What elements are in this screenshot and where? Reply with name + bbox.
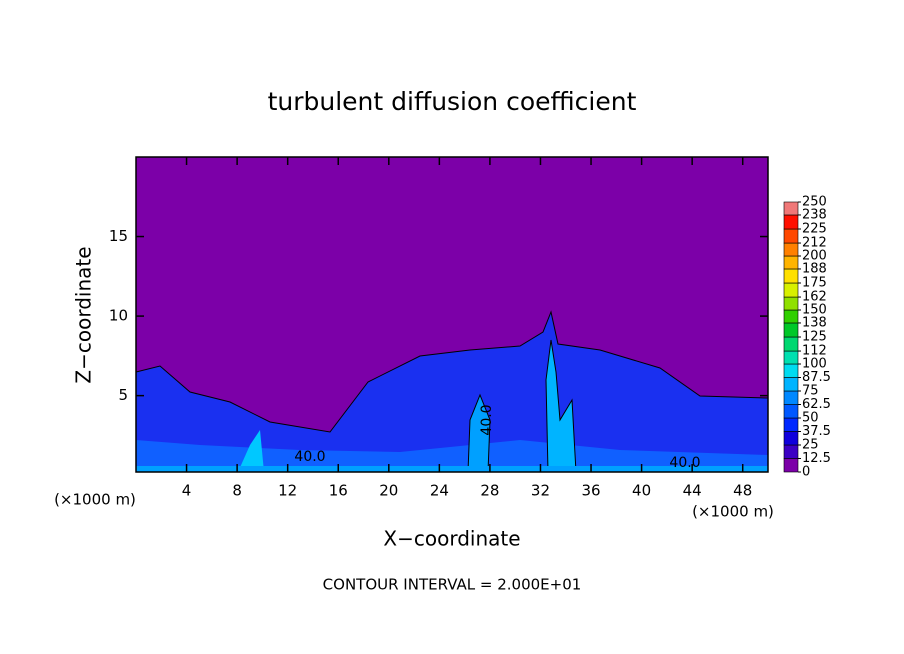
colorbar-bin xyxy=(783,242,799,257)
colorbar-label: 12.5 xyxy=(802,451,831,466)
contour-label: 40.0 xyxy=(294,449,325,465)
colorbar-label: 162 xyxy=(802,290,827,305)
colorbar-label: 175 xyxy=(802,276,827,291)
colorbar-label: 250 xyxy=(802,195,827,210)
colorbar-bin xyxy=(783,268,799,284)
colorbar-label: 200 xyxy=(802,249,827,264)
colorbar-bin xyxy=(783,390,799,405)
colorbar-label: 75 xyxy=(802,384,819,399)
colorbar-bin xyxy=(783,350,799,365)
colorbar-label: 150 xyxy=(802,303,827,318)
turbulent-region xyxy=(135,310,769,473)
colorbar-bin xyxy=(783,214,799,230)
y-tick-label: 15 xyxy=(109,227,128,245)
colorbar-label: 138 xyxy=(802,315,827,330)
colorbar-label: 37.5 xyxy=(802,424,831,439)
colorbar-bin xyxy=(783,404,799,419)
y-tick-label: 10 xyxy=(109,307,128,325)
x-tick-label: 8 xyxy=(232,482,242,500)
contour-field: 40.0 40.0 40.0 xyxy=(135,157,769,473)
x-axis-label: X−coordinate xyxy=(383,527,520,551)
colorbar-bin xyxy=(783,431,799,446)
colorbar-bin xyxy=(783,322,799,338)
x-tick-label: 32 xyxy=(531,482,550,500)
x-tick-label: 20 xyxy=(379,482,398,500)
colorbar-bin xyxy=(783,296,799,311)
colorbar-label: 87.5 xyxy=(802,370,831,385)
x-unit: (×1000 m) xyxy=(54,491,136,509)
colorbar-label: 50 xyxy=(802,411,819,426)
x-tick-label: 48 xyxy=(733,482,752,500)
colorbar-bin xyxy=(783,336,799,352)
colorbar-bin xyxy=(783,458,799,473)
colorbar-label: 188 xyxy=(802,261,827,276)
colorbar-bin xyxy=(783,282,799,298)
colorbar-label: 212 xyxy=(802,236,827,251)
turbulent-region xyxy=(545,339,577,473)
turbulent-region xyxy=(238,430,264,472)
y-tick-label: 5 xyxy=(118,386,128,404)
colorbar-label: 125 xyxy=(802,330,827,345)
x-tick-label: 28 xyxy=(480,482,499,500)
colorbar-label: 225 xyxy=(802,222,827,237)
colorbar-label: 112 xyxy=(802,344,827,359)
colorbar-bin xyxy=(783,201,799,216)
colorbar-bin xyxy=(783,377,799,392)
x-tick-label: 36 xyxy=(581,482,600,500)
colorbar-bin xyxy=(783,309,799,324)
turbulent-region xyxy=(136,440,768,472)
colorbar-bin xyxy=(783,228,799,244)
colorbar-bin xyxy=(783,255,799,270)
plot-frame xyxy=(135,156,769,473)
colorbar-label: 62.5 xyxy=(802,397,831,412)
contour-label: 40.0 xyxy=(479,404,495,435)
turbulent-region xyxy=(136,466,768,472)
colorbar-label: 0 xyxy=(802,465,810,480)
x-tick-label: 24 xyxy=(430,482,449,500)
contour-label: 40.0 xyxy=(669,455,700,471)
x-tick-label: 40 xyxy=(632,482,651,500)
x-unit: (×1000 m) xyxy=(692,503,774,521)
y-axis-label: Z−coordinate xyxy=(72,246,96,383)
x-tick-label: 44 xyxy=(683,482,702,500)
colorbar-label: 238 xyxy=(802,207,827,222)
x-tick-label: 16 xyxy=(329,482,348,500)
colorbar-bin xyxy=(783,363,799,378)
footer-note: CONTOUR INTERVAL = 2.000E+01 xyxy=(323,576,582,594)
x-tick-label: 4 xyxy=(182,482,192,500)
colorbar-label: 25 xyxy=(802,438,819,453)
colorbar-bin xyxy=(783,444,799,459)
colorbar-label: 100 xyxy=(802,357,827,372)
chart-title: turbulent diffusion coefficient xyxy=(268,87,637,116)
x-tick-label: 12 xyxy=(278,482,297,500)
colorbar-bin xyxy=(783,417,799,432)
